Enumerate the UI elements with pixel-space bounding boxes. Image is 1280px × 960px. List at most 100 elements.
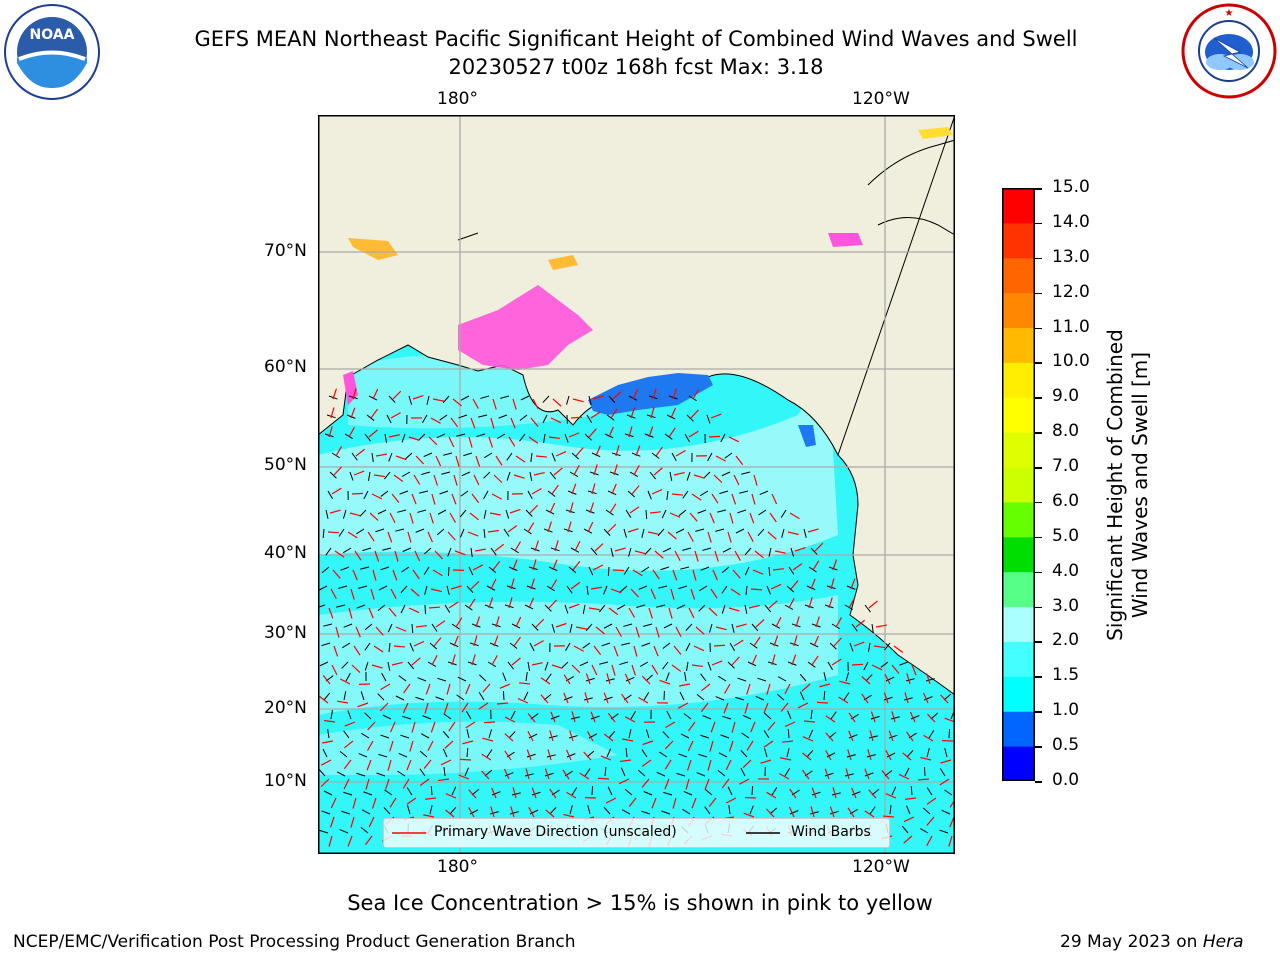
- wind-barb: [698, 753, 708, 758]
- wind-barb: [503, 528, 510, 537]
- wind-barb: [829, 642, 837, 650]
- wave-direction-arrow: [324, 719, 336, 723]
- wind-barb: [901, 825, 909, 834]
- wind-barb: [759, 490, 769, 495]
- wave-direction-arrow: [724, 683, 731, 694]
- wave-direction-arrow: [731, 493, 737, 505]
- wave-direction-arrow: [688, 607, 695, 619]
- wave-direction-arrow: [651, 488, 663, 495]
- wave-direction-arrow: [861, 693, 869, 704]
- wind-barb: [527, 490, 533, 500]
- wave-direction-arrow: [627, 528, 639, 533]
- wind-barb: [780, 509, 787, 518]
- chart-title-line1: GEFS MEAN Northeast Pacific Significant …: [194, 27, 1078, 51]
- wave-direction-arrow: [587, 731, 594, 742]
- wind-barb: [386, 414, 392, 424]
- wave-direction-arrow: [402, 778, 410, 789]
- wind-barb: [449, 806, 457, 815]
- wind-barb: [587, 805, 591, 815]
- wave-direction-arrow: [903, 816, 915, 823]
- wind-barb: [506, 471, 511, 481]
- wave-direction-arrow: [633, 465, 640, 476]
- footer-date: 29 May 2023 on Hera: [1060, 932, 1244, 952]
- wave-direction-arrow: [870, 711, 876, 723]
- wave-direction-arrow: [394, 550, 399, 562]
- wind-barb: [696, 772, 706, 777]
- wave-direction-arrow: [848, 598, 855, 609]
- wave-direction-arrow: [478, 702, 489, 710]
- wave-direction-arrow: [451, 493, 457, 505]
- wave-direction-arrow: [567, 521, 572, 533]
- wave-direction-arrow: [949, 816, 954, 828]
- wave-direction-arrow: [365, 778, 370, 790]
- wave-direction-arrow: [535, 455, 548, 458]
- wind-barb: [408, 395, 413, 405]
- wind-barb: [605, 678, 615, 682]
- wind-barb: [461, 471, 471, 477]
- wave-direction-arrow: [393, 645, 406, 648]
- wind-barb: [660, 566, 670, 571]
- wind-barb: [429, 642, 438, 650]
- wind-barb: [695, 528, 705, 532]
- wave-direction-arrow: [334, 550, 345, 558]
- wave-direction-arrow: [367, 740, 374, 751]
- wave-direction-arrow: [751, 654, 757, 666]
- wind-barb: [361, 809, 371, 815]
- wind-barb: [327, 490, 333, 500]
- wave-direction-arrow: [406, 797, 417, 805]
- wind-barb: [624, 788, 633, 796]
- wind-barb: [601, 642, 611, 647]
- wave-direction-arrow: [882, 815, 895, 818]
- wind-barb: [531, 623, 539, 631]
- wave-direction-arrow: [733, 639, 744, 647]
- wind-barb: [666, 490, 669, 500]
- wave-direction-arrow: [428, 436, 438, 446]
- wind-barb: [721, 585, 728, 594]
- wave-direction-arrow: [491, 787, 497, 799]
- colorbar-swatch: [1002, 641, 1035, 677]
- wave-direction-arrow: [348, 607, 353, 619]
- wind-barb: [347, 710, 352, 720]
- wind-barb: [768, 566, 771, 577]
- wave-direction-arrow: [674, 550, 681, 562]
- wave-direction-arrow: [692, 569, 697, 581]
- wave-direction-arrow: [571, 711, 576, 723]
- wave-direction-arrow: [917, 778, 930, 781]
- wave-direction-arrow: [905, 797, 917, 800]
- wave-direction-arrow: [465, 683, 471, 695]
- wind-barb: [645, 509, 648, 520]
- legend-wave-label: Primary Wave Direction (unscaled): [434, 824, 677, 840]
- wind-barb: [340, 566, 350, 571]
- lon-tick-bottom-120w: 120°W: [852, 857, 910, 877]
- wave-direction-arrow: [575, 626, 587, 630]
- wave-direction-arrow: [665, 721, 676, 728]
- wave-direction-arrow: [848, 712, 856, 723]
- wind-barb: [483, 490, 489, 500]
- legend-wind-label: Wind Barbs: [791, 824, 871, 840]
- wind-barb: [737, 509, 747, 514]
- wind-barb: [398, 675, 407, 682]
- colorbar-tick-mark: [1035, 467, 1042, 469]
- svg-text:★: ★: [1225, 8, 1234, 19]
- wave-direction-arrow: [628, 426, 633, 438]
- wind-barb: [831, 792, 841, 796]
- wave-direction-arrow: [597, 777, 610, 780]
- wind-barb: [643, 692, 650, 701]
- wave-direction-arrow: [550, 417, 562, 424]
- wind-barb: [603, 623, 613, 629]
- wind-barb: [483, 471, 491, 479]
- wind-barb: [904, 767, 910, 777]
- wind-barb: [868, 735, 878, 739]
- colorbar-tick-label: 9.0: [1052, 386, 1080, 407]
- wind-barb: [944, 748, 948, 758]
- wind-barb: [325, 509, 329, 519]
- wave-direction-arrow: [667, 531, 677, 540]
- wave-direction-arrow: [766, 791, 777, 799]
- lat-tick-20n: 20°N: [264, 698, 307, 718]
- wind-barb: [926, 787, 933, 796]
- wave-direction-arrow: [431, 493, 436, 505]
- wind-barb: [583, 697, 593, 701]
- wave-direction-arrow: [642, 740, 654, 746]
- wave-direction-arrow: [848, 730, 854, 742]
- wind-barb: [401, 471, 411, 477]
